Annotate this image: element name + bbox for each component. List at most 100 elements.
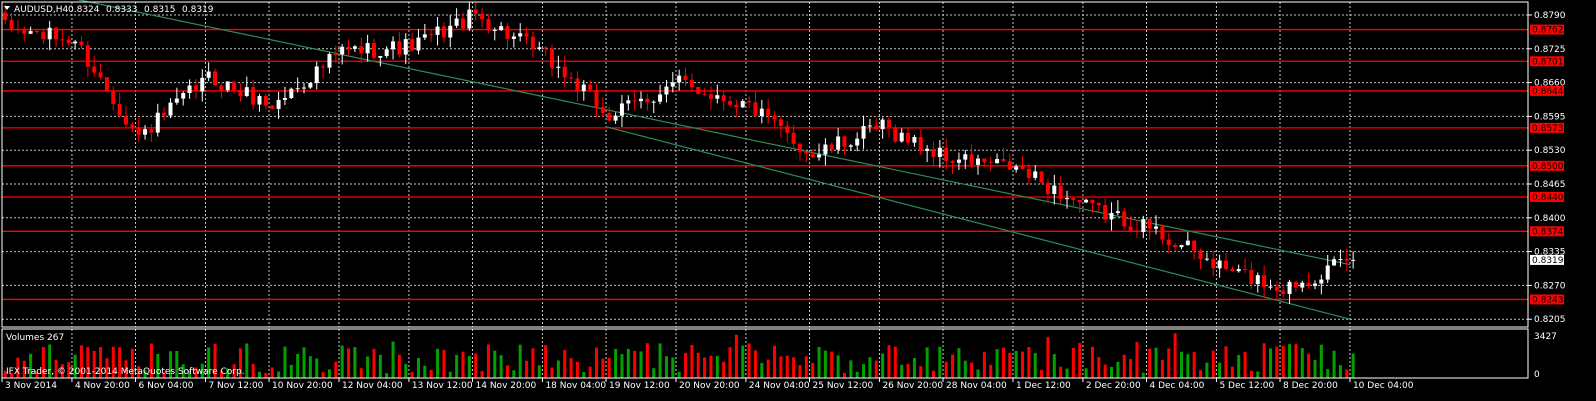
candle-body <box>73 41 78 44</box>
candle-body <box>1001 159 1006 162</box>
volume-bar <box>906 363 910 378</box>
volume-bar <box>1319 344 1323 378</box>
volume-bar <box>595 347 599 378</box>
ohlc-open: 0.8324 <box>68 5 100 15</box>
volume-bar <box>270 367 274 378</box>
volume-bar <box>1205 362 1209 378</box>
x-tick-label: 10 Nov 20:00 <box>272 381 333 391</box>
volume-bar <box>54 360 58 378</box>
volume-bar <box>168 351 172 378</box>
volume-bar <box>1256 371 1260 378</box>
candle-body <box>1230 268 1235 272</box>
candle-body <box>276 99 281 109</box>
candle-body <box>1147 219 1152 229</box>
candle-body <box>238 90 243 96</box>
volume-bar <box>684 352 688 378</box>
candle-body <box>855 138 860 146</box>
volume-bar <box>1179 351 1183 378</box>
volume-bar <box>175 350 179 378</box>
candle-body <box>79 41 84 46</box>
channel-line[interactable] <box>605 126 1351 320</box>
candle-body <box>823 144 828 155</box>
volume-bar <box>461 351 465 378</box>
level-tag <box>1530 226 1564 237</box>
candle-body <box>1058 185 1063 200</box>
level-tag-label: 0.8573 <box>1532 124 1564 134</box>
volume-bar <box>1307 353 1311 378</box>
x-tick-label: 18 Nov 04:00 <box>545 381 606 391</box>
y-tick-label: 0.8270 <box>1534 281 1566 291</box>
candle-body <box>28 31 33 34</box>
volume-bar <box>760 363 764 378</box>
x-tick-label: 1 Dec 12:00 <box>1016 381 1071 391</box>
volume-bar <box>1224 346 1228 378</box>
candle-body <box>378 55 383 58</box>
candle-body <box>804 151 809 154</box>
level-tag-label: 0.8762 <box>1532 26 1564 36</box>
volume-bar <box>531 348 535 378</box>
volume-bar <box>1338 365 1342 378</box>
horizontal-levels[interactable] <box>2 28 1528 301</box>
volume-bar <box>1192 352 1196 378</box>
volume-bar <box>334 361 338 378</box>
candle-body <box>658 94 663 102</box>
candle-body <box>1217 260 1222 269</box>
candle-body <box>530 36 535 50</box>
volume-bar <box>645 343 649 378</box>
candle-body <box>435 26 440 35</box>
volume-bar <box>620 354 624 378</box>
volume-bar <box>607 358 611 378</box>
volume-bar <box>149 343 153 378</box>
candle-body <box>906 132 911 143</box>
candle-body <box>200 77 205 92</box>
volume-bar <box>289 364 293 378</box>
volume-bar <box>970 362 974 378</box>
volume-bar <box>1268 348 1272 378</box>
candle-body <box>1351 259 1356 261</box>
candle-body <box>950 160 955 163</box>
volume-bar <box>105 358 109 378</box>
volume-bar <box>715 355 719 378</box>
volume-bar <box>938 346 942 378</box>
candle-body <box>772 115 777 120</box>
triangle-down-icon[interactable] <box>4 6 10 10</box>
candle-body <box>867 125 872 127</box>
candle-body <box>1052 185 1057 194</box>
candle-body <box>1287 281 1292 294</box>
candle-body <box>98 72 103 78</box>
candle-body <box>715 95 720 99</box>
volume-title: Volumes 267 <box>6 333 64 343</box>
volume-bar <box>779 356 783 378</box>
price-axis[interactable]: 0.8790 0.8725 0.8660 0.8595 0.8530 0.8465 0.84… <box>1528 11 1566 325</box>
volume-bar <box>251 363 255 378</box>
candle-body <box>92 66 97 73</box>
candle-body <box>836 136 841 150</box>
level-tag-label: 0.8374 <box>1532 227 1564 237</box>
candle-body <box>670 82 675 87</box>
candle-body <box>422 34 427 38</box>
time-axis[interactable]: 3 Nov 2014 4 Nov 20:00 6 Nov 04:00 7 Nov 12… <box>1 378 1414 391</box>
candle-body <box>1128 226 1133 231</box>
volume-bar <box>429 369 433 378</box>
candle-body <box>1077 200 1082 203</box>
candle-body <box>1033 171 1038 178</box>
volume-bar <box>467 355 471 378</box>
candle-body <box>543 47 548 49</box>
volume-bar <box>868 357 872 378</box>
candle-body <box>937 147 942 157</box>
level-tag-label: 0.8440 <box>1532 193 1564 203</box>
volume-panel-border <box>1 328 1529 379</box>
candle-body <box>1198 250 1203 260</box>
volume-bar <box>137 366 141 378</box>
chart-header: AUDUSD,H4 0.8324 0.8333 0.8315 0.8319 <box>4 5 214 15</box>
candle-body <box>1007 161 1012 170</box>
volume-bar <box>277 371 281 378</box>
volume-bar <box>1160 360 1164 378</box>
candle-body <box>1122 211 1127 227</box>
candle-body <box>886 119 891 128</box>
volume-bar <box>391 341 395 378</box>
candle-body <box>817 154 822 158</box>
candle-body <box>785 126 790 133</box>
candle-body <box>1300 282 1305 288</box>
